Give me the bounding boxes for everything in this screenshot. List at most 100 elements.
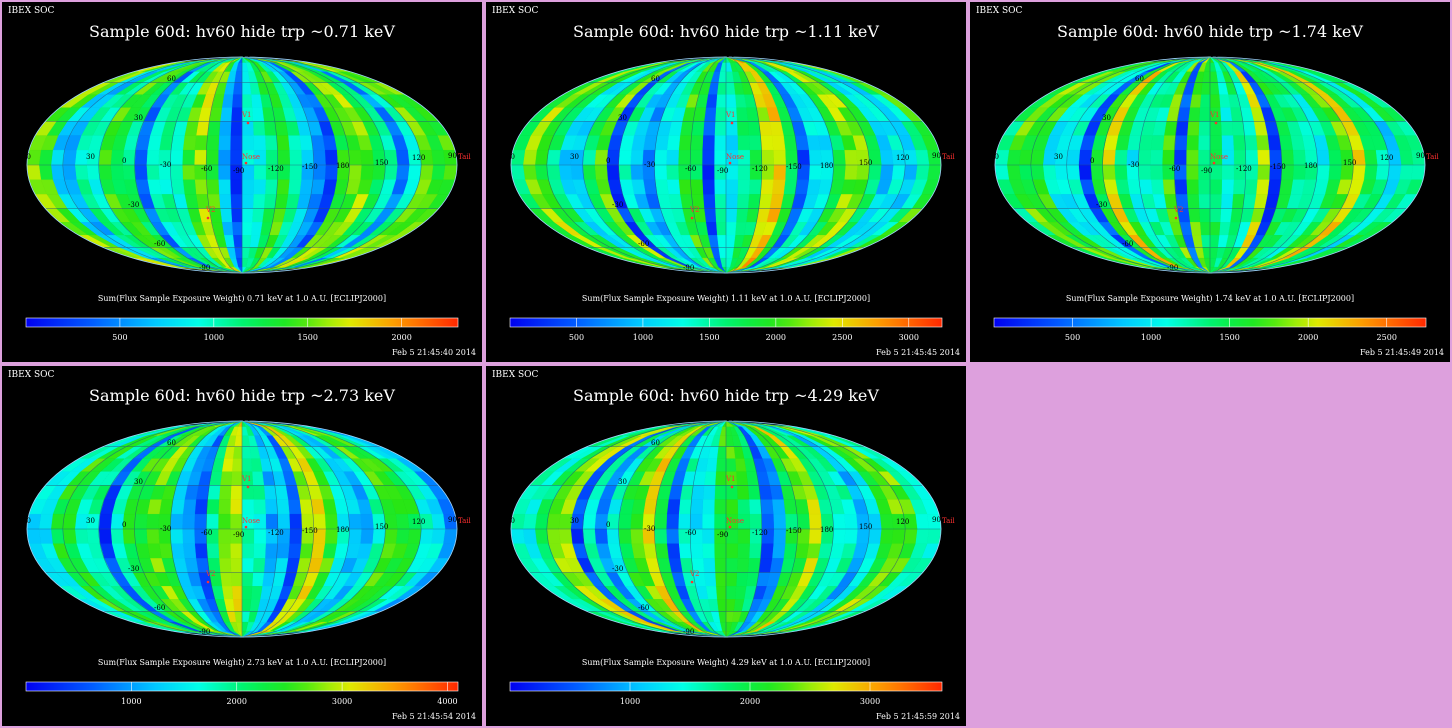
marker-v1-label: V1 xyxy=(725,111,736,119)
map-cell xyxy=(170,528,184,545)
map-cell xyxy=(1267,179,1282,195)
map-cell xyxy=(1138,135,1153,151)
map-cell xyxy=(736,121,750,136)
map-cell xyxy=(1209,194,1222,209)
lat-label: 60 xyxy=(1135,75,1144,83)
map-cell xyxy=(748,179,762,195)
map-cell xyxy=(735,471,749,486)
marker-tail-label: Tail xyxy=(942,517,956,525)
map-cell xyxy=(1186,179,1199,195)
lon-label: 150 xyxy=(375,159,388,167)
map-cell xyxy=(218,485,232,500)
map-cell xyxy=(1197,179,1211,195)
map-cell xyxy=(713,135,727,151)
org-label: IBEX SOC xyxy=(492,6,539,16)
map-cell xyxy=(725,558,738,573)
map-cell xyxy=(193,513,207,530)
map-cell xyxy=(510,164,526,181)
colorbar-tick-label: 2000 xyxy=(1298,333,1318,342)
map-cell xyxy=(1186,135,1199,151)
map-cell xyxy=(1209,82,1220,95)
lon-label: -90 xyxy=(1201,167,1212,175)
lon-label: 0 xyxy=(1090,157,1094,165)
map-cell xyxy=(794,135,810,151)
map-cell xyxy=(701,528,715,545)
map-cell xyxy=(50,149,65,166)
map-cell xyxy=(666,513,679,530)
map-cell xyxy=(725,135,739,151)
map-cell xyxy=(666,499,681,515)
map-cell xyxy=(206,135,220,151)
map-cell xyxy=(205,513,219,530)
colorbar-tick-label: 1500 xyxy=(298,333,318,342)
lon-label: -60 xyxy=(1169,165,1180,173)
map-cell xyxy=(360,513,374,530)
map-cell xyxy=(250,94,263,108)
map-cell xyxy=(1185,149,1199,166)
colorbar-title: Sum(Flux Sample Exposure Weight) 1.74 ke… xyxy=(1065,294,1355,303)
map-outline xyxy=(26,56,458,274)
marker-v1-dot xyxy=(730,121,734,125)
map-cell xyxy=(747,485,761,500)
map-cell xyxy=(702,558,716,573)
lon-label: 120 xyxy=(896,154,909,162)
map-cell xyxy=(879,164,894,181)
map-cell xyxy=(534,528,549,545)
colorbar-tick-label: 2000 xyxy=(227,697,247,706)
map-cell xyxy=(677,513,691,530)
map-cell xyxy=(207,485,221,500)
sky-map-panel-0273: IBEX SOC Sample 60d: hv60 hide trp ~2.73… xyxy=(2,366,482,726)
map-cell xyxy=(734,222,747,236)
map-cell xyxy=(360,149,374,166)
marker-v1-label: V1 xyxy=(241,475,252,483)
lon-label: -30 xyxy=(1128,161,1139,169)
map-cell xyxy=(1042,164,1057,181)
map-cell xyxy=(760,135,774,151)
map-cell xyxy=(1090,164,1104,181)
map-cell xyxy=(276,543,290,559)
colorbar-tick-label: 1000 xyxy=(620,697,640,706)
panel-title: Sample 60d: hv60 hide trp ~4.29 keV xyxy=(573,386,879,405)
map-cell xyxy=(1150,135,1165,151)
lon-label: 150 xyxy=(859,523,872,531)
map-cell xyxy=(1030,164,1045,181)
map-cell xyxy=(276,499,290,515)
map-cell xyxy=(1242,194,1257,209)
map-cell xyxy=(134,149,148,166)
map-cell xyxy=(231,222,243,236)
map-cell xyxy=(771,135,786,151)
map-cell xyxy=(725,572,738,587)
map-cell xyxy=(783,543,798,559)
map-cell xyxy=(241,458,253,472)
map-cell xyxy=(1175,121,1189,136)
map-cell xyxy=(98,149,113,166)
marker-v2-label: V2 xyxy=(205,570,216,578)
map-cell xyxy=(844,528,858,545)
map-cell xyxy=(170,164,184,181)
map-cell xyxy=(1066,164,1081,181)
map-cells xyxy=(26,420,458,638)
marker-tail-label: Tail xyxy=(1426,153,1440,161)
map-cell xyxy=(654,513,668,530)
map-cell xyxy=(182,135,197,151)
map-cell xyxy=(419,528,434,545)
map-cell xyxy=(218,179,231,195)
map-cell xyxy=(618,528,632,545)
map-cell xyxy=(606,528,620,545)
map-cell xyxy=(844,513,858,530)
map-cell xyxy=(1351,164,1366,181)
map-cell xyxy=(690,179,704,195)
map-cell xyxy=(678,135,692,151)
lon-label: -60 xyxy=(201,165,212,173)
map-cell xyxy=(654,135,669,151)
map-cell xyxy=(618,149,632,166)
map-cell xyxy=(1255,179,1270,195)
map-cell xyxy=(749,513,763,530)
map-cell xyxy=(217,149,231,166)
map-cell xyxy=(1255,135,1270,151)
colorbar-tick-label: 2500 xyxy=(832,333,852,342)
map-cell xyxy=(1363,164,1378,181)
map-cell xyxy=(915,164,930,181)
map-cell xyxy=(219,471,233,486)
map-cell xyxy=(206,499,220,515)
